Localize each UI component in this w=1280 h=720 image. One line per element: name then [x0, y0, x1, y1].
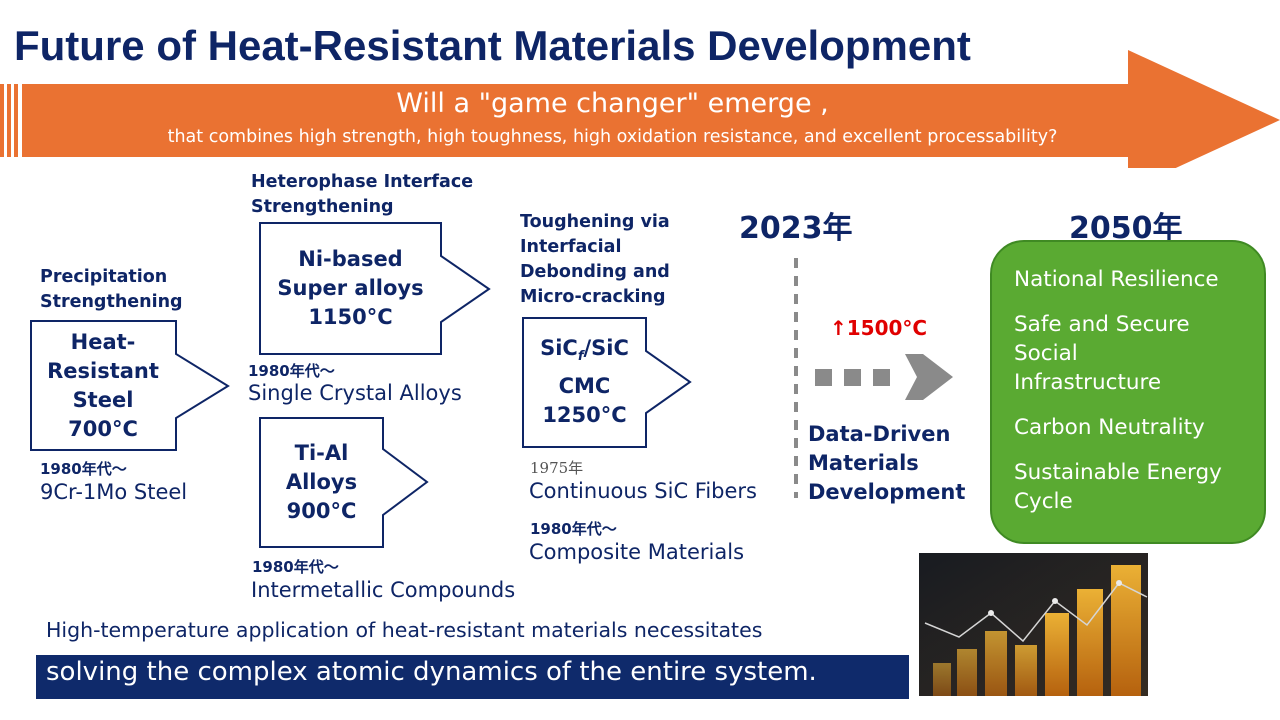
steel-item: 9Cr-1Mo Steel	[40, 480, 188, 504]
ni-alloy-box-text: Ni-based Super alloys 1150°C	[277, 246, 424, 329]
data-driven-label: Data-Driven Materials Development	[808, 422, 966, 504]
page-title: Future of Heat-Resistant Materials Devel…	[14, 22, 971, 69]
dashed-arrow-icon	[815, 354, 953, 400]
goal-carbon-neutrality: Carbon Neutrality	[1014, 415, 1205, 440]
ni-alloy-year: 1980年代〜	[248, 362, 335, 380]
tial-arrow-box	[259, 417, 429, 548]
tial-box-text: Ti-Al Alloys 900°C	[285, 440, 358, 523]
cmc-box-text: SiCf/SiC CMC 1250°C	[540, 336, 629, 427]
timeline-divider	[794, 258, 798, 498]
bar-chart-photo	[919, 553, 1148, 696]
steel-box-text: Heat- Resistant Steel 700°C	[47, 330, 159, 441]
cmc-arrow-box	[522, 317, 692, 448]
footer-line-1: High-temperature application of heat-res…	[46, 618, 763, 642]
goal-national-resilience: National Resilience	[1014, 267, 1219, 292]
goal-sustainable-energy: Sustainable Energy Cycle	[1014, 460, 1222, 514]
year-2023: 2023年	[739, 211, 853, 246]
goal-safe-infrastructure: Safe and Secure Social Infrastructure	[1014, 312, 1190, 395]
composite-item: Composite Materials	[529, 540, 745, 564]
banner-main-text: Will a "game changer" emerge ,	[396, 88, 829, 119]
tial-item: Intermetallic Compounds	[251, 578, 516, 602]
sic-fiber-item: Continuous SiC Fibers	[529, 479, 757, 503]
tial-year: 1980年代〜	[252, 558, 339, 576]
sic-fiber-year: 1975年	[530, 459, 584, 477]
steel-arrow-box	[30, 320, 230, 451]
toughening-label: Toughening via Interfacial Debonding and…	[520, 212, 670, 307]
banner-arrow	[0, 50, 1280, 168]
steel-year: 1980年代〜	[40, 460, 127, 478]
ni-alloy-item: Single Crystal Alloys	[248, 381, 462, 405]
goals-box	[990, 240, 1266, 544]
ni-alloy-arrow-box	[259, 222, 491, 355]
footer-highlight-bar	[36, 655, 909, 699]
heterophase-label: Heterophase Interface Strengthening	[251, 172, 474, 217]
target-temperature: ↑1500°C	[830, 316, 928, 340]
composite-year: 1980年代〜	[530, 520, 617, 538]
footer-line-2: solving the complex atomic dynamics of t…	[46, 657, 817, 687]
precipitation-label: Precipitation Strengthening	[40, 267, 183, 312]
banner-sub-text: that combines high strength, high toughn…	[167, 127, 1058, 147]
